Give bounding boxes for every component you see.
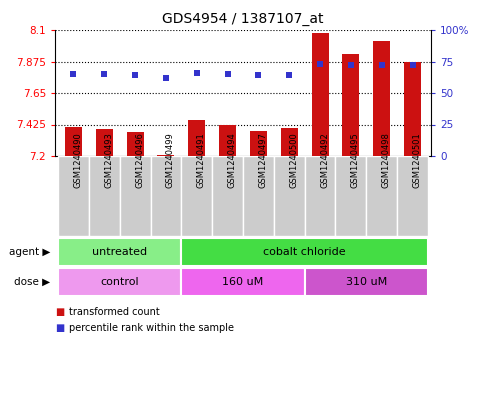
Bar <box>305 268 428 296</box>
Bar <box>120 156 151 236</box>
Bar <box>373 41 390 156</box>
Bar <box>212 156 243 236</box>
Text: GSM1240494: GSM1240494 <box>227 132 237 188</box>
Bar <box>65 127 82 156</box>
Bar <box>181 156 212 236</box>
Text: transformed count: transformed count <box>70 307 160 317</box>
Text: untreated: untreated <box>92 247 147 257</box>
Text: ■: ■ <box>55 307 64 317</box>
Text: GSM1240493: GSM1240493 <box>104 132 114 188</box>
Text: control: control <box>100 277 139 287</box>
Bar <box>151 156 181 236</box>
Bar <box>89 156 120 236</box>
Bar <box>181 238 428 266</box>
Bar <box>96 129 113 156</box>
Bar <box>281 128 298 156</box>
Bar <box>250 131 267 156</box>
Text: dose ▶: dose ▶ <box>14 277 50 287</box>
Text: GSM1240499: GSM1240499 <box>166 132 175 188</box>
Bar <box>243 156 274 236</box>
Text: 310 uM: 310 uM <box>346 277 387 287</box>
Bar <box>188 119 205 156</box>
Bar <box>274 156 305 236</box>
Bar <box>312 33 328 156</box>
Text: GSM1240498: GSM1240498 <box>382 132 391 188</box>
Text: agent ▶: agent ▶ <box>9 247 50 257</box>
Bar <box>58 268 181 296</box>
Bar <box>336 156 366 236</box>
Text: GSM1240500: GSM1240500 <box>289 132 298 188</box>
Bar <box>181 268 305 296</box>
Text: GSM1240497: GSM1240497 <box>258 132 268 188</box>
Text: GSM1240491: GSM1240491 <box>197 132 206 188</box>
Bar <box>58 238 181 266</box>
Bar <box>157 154 174 156</box>
Text: 160 uM: 160 uM <box>222 277 264 287</box>
Bar <box>305 156 336 236</box>
Text: GSM1240492: GSM1240492 <box>320 132 329 188</box>
Bar <box>397 156 428 236</box>
Bar <box>58 156 89 236</box>
Text: GSM1240490: GSM1240490 <box>73 132 83 188</box>
Text: GSM1240496: GSM1240496 <box>135 132 144 188</box>
Bar <box>342 54 359 156</box>
Bar <box>219 125 236 156</box>
Text: cobalt chloride: cobalt chloride <box>263 247 346 257</box>
Title: GDS4954 / 1387107_at: GDS4954 / 1387107_at <box>162 12 324 26</box>
Bar <box>127 132 143 156</box>
Bar <box>404 62 421 156</box>
Text: ■: ■ <box>55 323 64 333</box>
Text: GSM1240501: GSM1240501 <box>412 132 422 188</box>
Text: percentile rank within the sample: percentile rank within the sample <box>70 323 234 333</box>
Bar <box>366 156 397 236</box>
Text: GSM1240495: GSM1240495 <box>351 132 360 188</box>
